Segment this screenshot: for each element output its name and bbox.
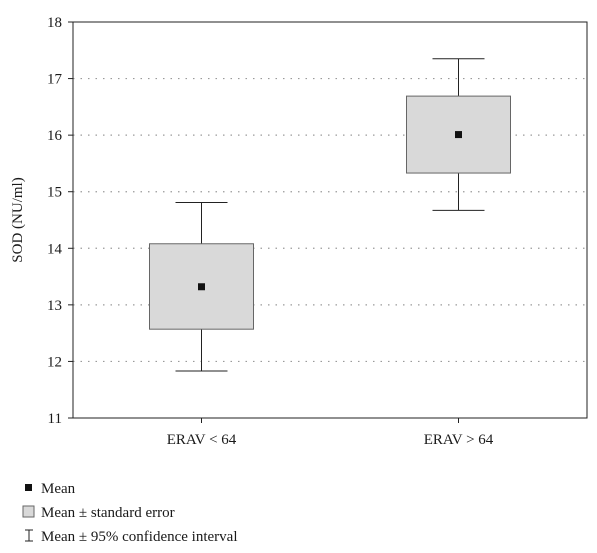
legend-ci-whisker-icon <box>25 529 33 542</box>
axis-layer <box>72 21 588 419</box>
y-tick-label: 12 <box>47 354 62 370</box>
tick-layer: 11 12 13 14 15 16 17 18 ERAV < 64 ERAV > 64 <box>47 15 494 448</box>
y-tick-label: 17 <box>47 72 63 88</box>
legend-se-label: Mean ± standard error <box>41 505 175 521</box>
mean-marker <box>198 283 205 291</box>
data-layer <box>149 58 511 372</box>
se-box <box>149 243 254 330</box>
legend-se-box <box>22 505 35 518</box>
y-tick-label: 18 <box>47 15 62 31</box>
mean-marker <box>455 131 462 139</box>
y-tick-label: 16 <box>47 128 63 144</box>
y-tick-label: 11 <box>48 411 62 427</box>
y-tick-label: 13 <box>47 298 62 314</box>
legend-ci-label: Mean ± 95% confidence interval <box>41 529 238 545</box>
y-axis-title: SOD (NU/ml) <box>10 177 26 262</box>
legend-mean-label: Mean <box>41 481 76 497</box>
x-tick-label: ERAV > 64 <box>424 432 494 448</box>
plot-frame <box>72 21 588 419</box>
x-tick-label: ERAV < 64 <box>167 432 237 448</box>
y-tick-label: 14 <box>47 241 63 257</box>
y-tick-label: 15 <box>47 185 62 201</box>
legend: Mean Mean ± standard error Mean ± 95% co… <box>22 481 238 545</box>
legend-mean-marker <box>25 484 32 491</box>
